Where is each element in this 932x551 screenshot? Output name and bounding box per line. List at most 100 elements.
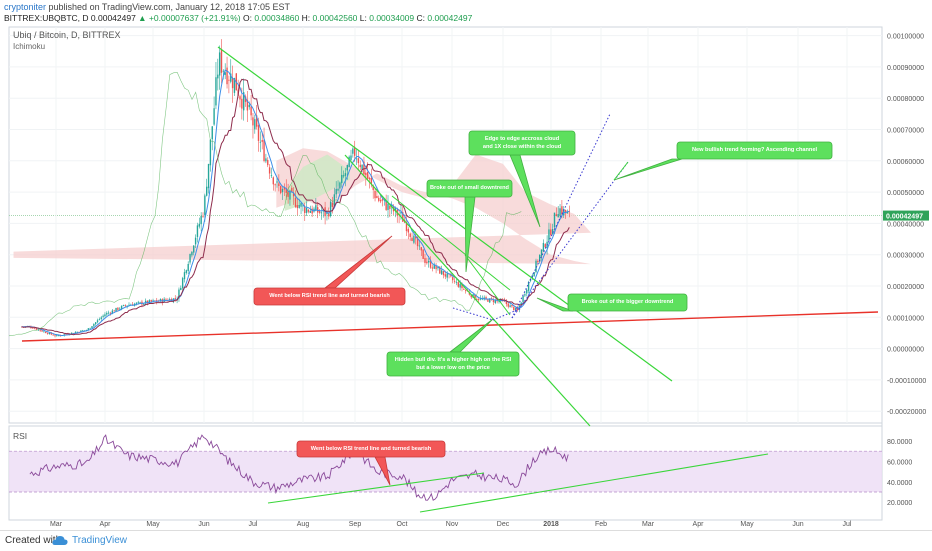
time-axis-label: Apr bbox=[100, 521, 112, 528]
candle-body bbox=[566, 211, 569, 214]
candle-body bbox=[548, 229, 550, 241]
candle-body bbox=[526, 289, 528, 294]
candle-body bbox=[48, 332, 51, 335]
candle-body bbox=[215, 77, 217, 106]
candle-body bbox=[544, 244, 546, 248]
time-axis-label: Jun bbox=[792, 521, 803, 528]
major-downtrend-line[interactable] bbox=[217, 46, 673, 382]
candle-body bbox=[344, 173, 347, 176]
candle-body bbox=[37, 329, 40, 331]
candle-body bbox=[342, 175, 345, 177]
callout-rsi-break-price-box bbox=[253, 287, 406, 306]
time-axis-label: Sep bbox=[349, 521, 362, 528]
candle-body bbox=[289, 190, 291, 200]
candle-body bbox=[357, 158, 360, 164]
candle-body bbox=[267, 160, 269, 166]
candle-body bbox=[352, 148, 354, 154]
candle-body bbox=[350, 155, 352, 160]
candle-body bbox=[211, 126, 213, 140]
candle-body bbox=[285, 188, 287, 193]
candle-body bbox=[317, 207, 319, 213]
candle-body bbox=[483, 297, 485, 299]
candle-body bbox=[106, 312, 108, 315]
candle-body bbox=[540, 249, 543, 257]
price-axis-label: 0.00000000 bbox=[887, 347, 924, 354]
candle-body bbox=[250, 106, 252, 116]
candle-body bbox=[400, 212, 402, 214]
candle-body bbox=[104, 314, 106, 317]
candle-body bbox=[420, 247, 422, 251]
price-axis-label: 0.00060000 bbox=[887, 159, 924, 166]
candle-body bbox=[435, 265, 437, 270]
candle-body bbox=[111, 310, 114, 314]
candle-body bbox=[246, 99, 249, 111]
callout-breakout-small[interactable]: Broke out of small downtrend bbox=[426, 179, 513, 273]
callout-bullish-trend-pointer bbox=[613, 158, 683, 181]
candle-body bbox=[276, 181, 278, 183]
candle-body bbox=[35, 328, 38, 330]
channel-pointer[interactable] bbox=[613, 161, 629, 181]
candle-body bbox=[333, 194, 336, 206]
candle-body bbox=[45, 331, 47, 334]
candle-body bbox=[378, 197, 380, 201]
rsi-axis-label: 60.0000 bbox=[887, 459, 912, 466]
candle-body bbox=[287, 190, 289, 197]
steep-downtrend-line[interactable] bbox=[344, 154, 591, 427]
candle-body bbox=[402, 212, 404, 222]
callout-breakout-bigger[interactable]: Broke out of the bigger downtrend bbox=[536, 293, 688, 312]
ascending-channel-lower[interactable] bbox=[511, 161, 629, 319]
callout-hidden-bull[interactable]: Hidden bull div. It's a higher high on t… bbox=[386, 318, 520, 377]
candle-body bbox=[507, 303, 509, 307]
candle-body bbox=[479, 298, 482, 300]
candle-body bbox=[193, 245, 195, 253]
tradingview-brand[interactable]: TradingView bbox=[72, 535, 128, 546]
time-axis-label: Aug bbox=[297, 521, 310, 528]
main-panel-title: Ubiq / Bitcoin, D, BITTREX bbox=[13, 30, 121, 40]
support-trendline[interactable] bbox=[21, 311, 879, 342]
candle-body bbox=[206, 186, 208, 196]
open-value: 0.00034860 bbox=[254, 13, 300, 23]
price-axis-label: -0.00010000 bbox=[887, 378, 926, 385]
candle-body bbox=[93, 324, 95, 327]
rsi-trendline-lower[interactable] bbox=[419, 453, 769, 513]
close-value: 0.00042497 bbox=[427, 13, 473, 23]
candle-body bbox=[70, 332, 73, 334]
candle-body bbox=[309, 210, 311, 213]
open-label: O: bbox=[240, 13, 255, 23]
candle-body bbox=[409, 233, 411, 238]
author-link[interactable]: cryptoniter bbox=[4, 2, 47, 12]
candle-body bbox=[311, 208, 313, 214]
candle-body bbox=[107, 312, 110, 314]
chart-svg[interactable]: 0.00100000 0.00090000 0.00080000 0.00070000… bbox=[0, 0, 932, 530]
candle-body bbox=[95, 322, 97, 325]
small-trend-segment[interactable] bbox=[464, 254, 511, 316]
candle-body bbox=[207, 163, 210, 189]
candle-body bbox=[561, 206, 563, 215]
ascending-channel-upper[interactable] bbox=[511, 113, 611, 319]
candle-body bbox=[152, 300, 154, 302]
candle-body bbox=[218, 52, 221, 76]
low-value: 0.00034009 bbox=[369, 13, 415, 23]
callout-rsi-break-rsi[interactable]: Went below RSI trend line and turned bea… bbox=[296, 440, 446, 486]
time-axis-label: Mar bbox=[642, 521, 655, 528]
candle-body bbox=[304, 206, 306, 214]
candle-body bbox=[439, 266, 441, 274]
candle-body bbox=[415, 236, 417, 239]
callout-bullish-trend[interactable]: New bullish trend forming? Ascending cha… bbox=[613, 141, 833, 181]
candle-body bbox=[470, 294, 472, 298]
callout-rsi-break-price[interactable]: Went below RSI trend line and turned bea… bbox=[253, 235, 406, 306]
candle-body bbox=[348, 156, 350, 168]
candle-body bbox=[89, 327, 91, 329]
candle-body bbox=[194, 237, 197, 245]
candle-body bbox=[370, 178, 373, 184]
callout-bullish-trend-text: New bullish trend forming? Ascending cha… bbox=[692, 147, 817, 153]
candle-body bbox=[33, 328, 36, 330]
candle-body bbox=[143, 303, 145, 305]
callout-edge-to-edge[interactable]: Edge to edge accross cloud and 1X close w… bbox=[468, 130, 576, 228]
candle-body bbox=[481, 298, 484, 300]
rsi-trendline-upper[interactable] bbox=[267, 472, 485, 504]
small-downtrend-line[interactable] bbox=[391, 195, 511, 291]
callout-edge-to-edge-box bbox=[468, 130, 576, 156]
candle-body bbox=[165, 299, 167, 301]
callout-breakout-bigger-pointer bbox=[536, 297, 574, 312]
